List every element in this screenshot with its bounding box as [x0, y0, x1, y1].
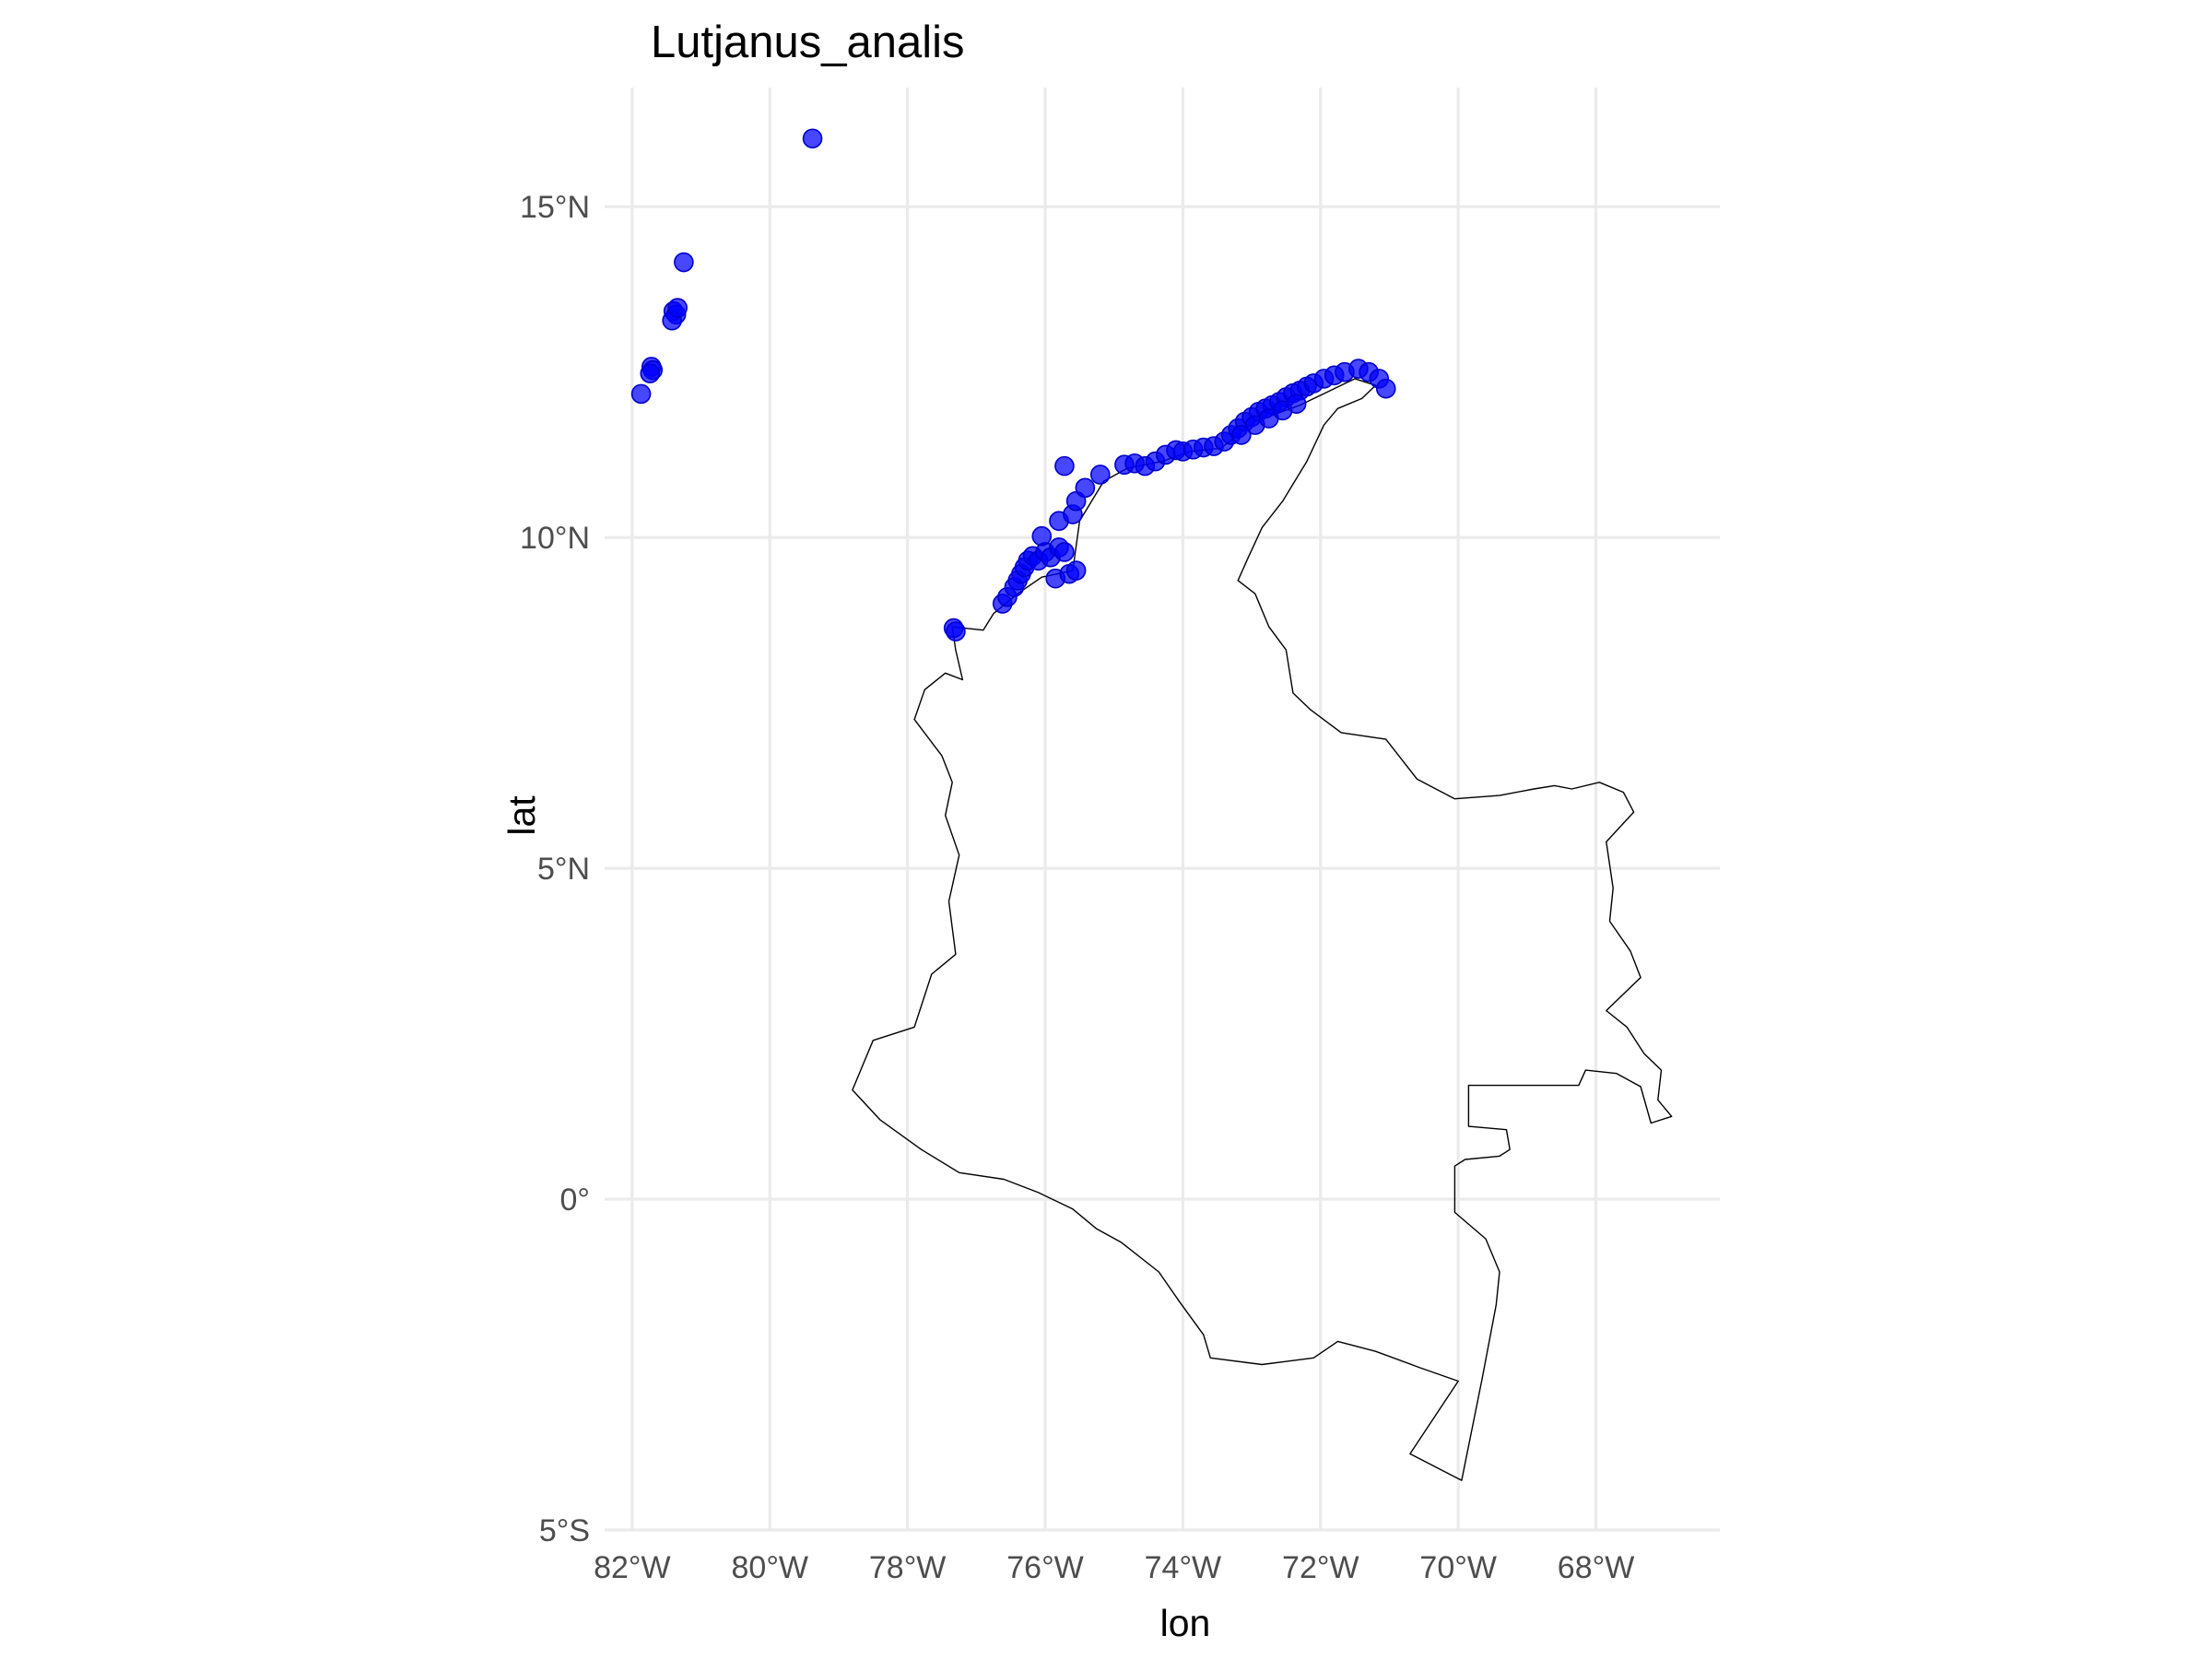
y-axis-tick-labels: 15°N 10°N 5°N 0° 5°S: [520, 190, 590, 1548]
longitude-gridlines: [630, 88, 1598, 1530]
x-tick-label-3: 76°W: [1006, 1550, 1084, 1585]
country-outline: [852, 378, 1673, 1481]
occurrence-point-11: [946, 621, 966, 641]
x-tick-label-2: 78°W: [869, 1550, 947, 1585]
x-tick-label-1: 80°W: [732, 1550, 809, 1585]
y-tick-label-3: 0°: [559, 1182, 590, 1218]
x-tick-label-4: 74°W: [1145, 1550, 1222, 1585]
x-tick-label-6: 70°W: [1419, 1550, 1497, 1585]
occurrence-point-33: [1054, 455, 1075, 477]
x-axis-title: lon: [1160, 1602, 1211, 1644]
latitude-gridlines: [605, 205, 1720, 1532]
y-tick-label-4: 5°S: [539, 1513, 590, 1548]
occurrence-point-69: [1286, 394, 1307, 414]
occurrence-point-25: [1031, 525, 1053, 547]
plot-title: Lutjanus_analis: [651, 18, 965, 67]
occurrence-point-32: [1075, 477, 1096, 499]
y-axis-title: lat: [500, 795, 543, 836]
occurrence-point-5: [667, 298, 688, 318]
y-tick-label-2: 5°N: [537, 852, 590, 887]
occurrence-point-70: [1231, 425, 1252, 445]
occurrence-point-28: [1065, 560, 1087, 581]
x-axis-tick-labels: 82°W 80°W 78°W 76°W 74°W 72°W 70°W 68°W: [594, 1550, 1634, 1585]
occurrence-point-24: [1054, 542, 1075, 562]
x-tick-label-5: 72°W: [1282, 1550, 1359, 1585]
occurrence-point-1: [674, 252, 694, 273]
x-tick-label-7: 68°W: [1558, 1550, 1635, 1585]
occurrence-point-9: [630, 383, 652, 405]
occurrence-point-65: [1375, 378, 1396, 399]
occurrence-point-34: [1089, 465, 1111, 485]
x-tick-label-0: 82°W: [594, 1550, 671, 1585]
occurrence-point-8: [640, 363, 661, 383]
y-tick-label-0: 15°N: [520, 190, 590, 225]
occurrence-point-0: [802, 128, 823, 149]
occurrence-points: [630, 128, 1396, 641]
y-tick-label-1: 10°N: [520, 521, 590, 556]
